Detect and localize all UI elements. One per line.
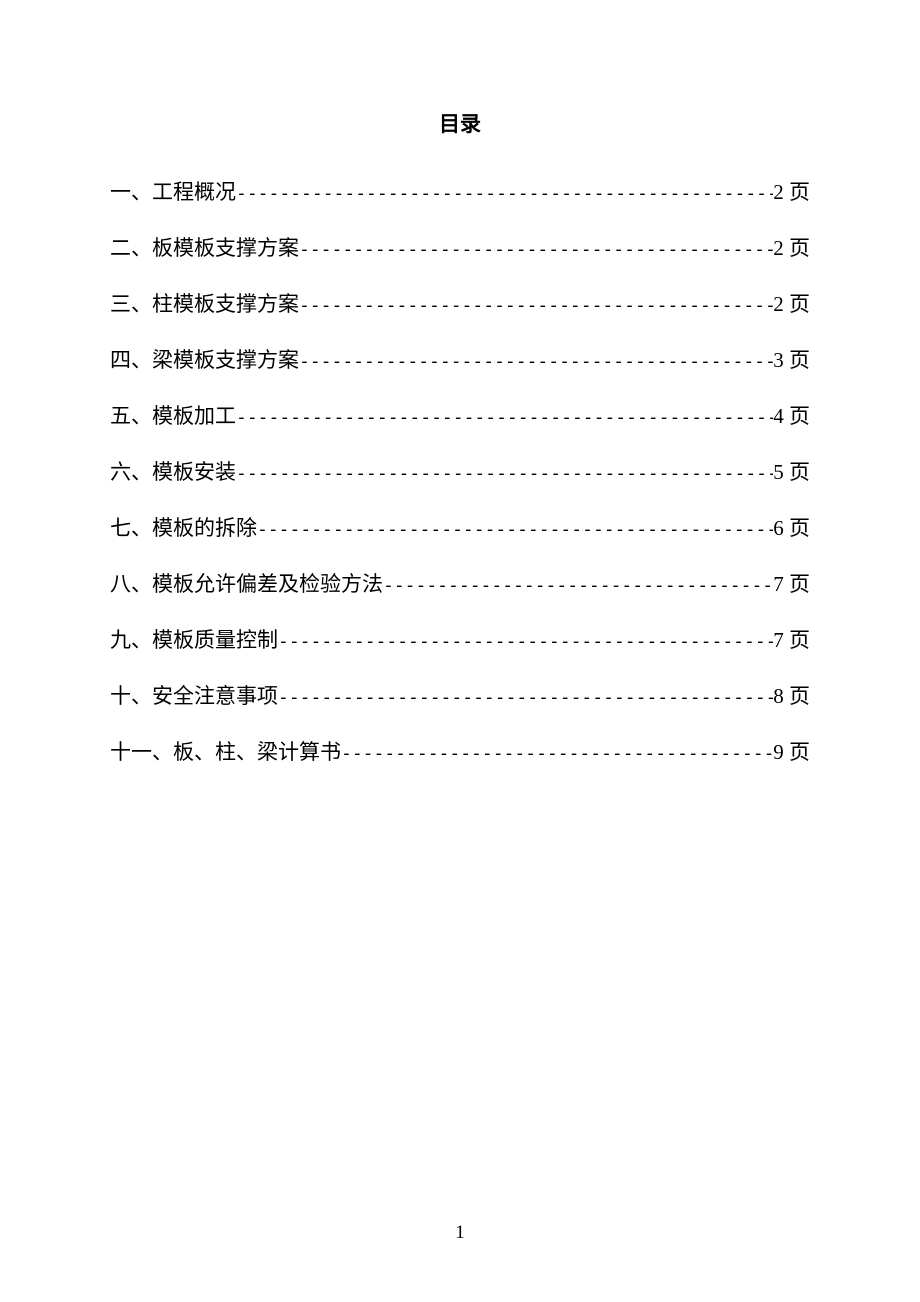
- toc-item-label: 六、模板安装: [110, 456, 236, 486]
- toc-item-label: 十、安全注意事项: [110, 680, 278, 710]
- toc-item: 一、工程概况 ---------------------------------…: [110, 176, 810, 206]
- page-number: 1: [0, 1222, 920, 1244]
- toc-item-label: 八、模板允许偏差及检验方法: [110, 568, 383, 598]
- toc-leader: ----------------------------------------…: [236, 183, 773, 204]
- toc-list: 一、工程概况 ---------------------------------…: [110, 176, 810, 766]
- toc-item-label: 七、模板的拆除: [110, 512, 257, 542]
- toc-item-label: 一、工程概况: [110, 176, 236, 206]
- toc-item: 六、模板安装 ---------------------------------…: [110, 456, 810, 486]
- toc-item-page: 4 页: [773, 400, 810, 430]
- toc-item-page: 6 页: [773, 512, 810, 542]
- toc-item: 四、梁模板支撑方案-------------------------------…: [110, 344, 810, 374]
- toc-item: 十、安全注意事项--------------------------------…: [110, 680, 810, 710]
- toc-leader: ----------------------------------------…: [299, 351, 773, 372]
- toc-item-page: 2 页: [773, 288, 810, 318]
- toc-item: 二、板模板支撑方案-------------------------------…: [110, 232, 810, 262]
- toc-item-page: 7 页: [773, 568, 810, 598]
- toc-item: 五、模板加工 ---------------------------------…: [110, 400, 810, 430]
- toc-item-page: 2 页: [773, 176, 810, 206]
- toc-item-label: 五、模板加工: [110, 400, 236, 430]
- toc-item-label: 三、柱模板支撑方案: [110, 288, 299, 318]
- toc-title: 目录: [110, 108, 810, 138]
- toc-item-label: 二、板模板支撑方案: [110, 232, 299, 262]
- toc-item-page: 7 页: [773, 624, 810, 654]
- toc-item-label: 九、模板质量控制: [110, 624, 278, 654]
- toc-item-page: 8 页: [773, 680, 810, 710]
- toc-leader: ----------------------------------------…: [299, 295, 773, 316]
- toc-leader: ----------------------------------------…: [236, 407, 773, 428]
- toc-item-page: 9 页: [773, 736, 810, 766]
- toc-item: 七、模板的拆除 --------------------------------…: [110, 512, 810, 542]
- toc-item-page: 5 页: [773, 456, 810, 486]
- toc-item: 九、模板质量控制--------------------------------…: [110, 624, 810, 654]
- toc-leader: ----------------------------------------…: [383, 575, 773, 596]
- toc-item: 八、模板允许偏差及检验方法---------------------------…: [110, 568, 810, 598]
- toc-leader: ----------------------------------------…: [278, 687, 773, 708]
- toc-leader: ----------------------------------------…: [278, 631, 773, 652]
- toc-item-label: 十一、板、柱、梁计算书: [110, 736, 341, 766]
- page-container: 目录 一、工程概况 ------------------------------…: [0, 0, 920, 832]
- toc-item-page: 3 页: [773, 344, 810, 374]
- toc-leader: ----------------------------------------…: [299, 239, 773, 260]
- toc-leader: ----------------------------------------…: [257, 519, 773, 540]
- toc-leader: ----------------------------------------…: [341, 743, 773, 764]
- toc-item-label: 四、梁模板支撑方案: [110, 344, 299, 374]
- toc-leader: ----------------------------------------…: [236, 463, 773, 484]
- toc-item: 三、柱模板支撑方案-------------------------------…: [110, 288, 810, 318]
- toc-item: 十一、板、柱、梁计算书-----------------------------…: [110, 736, 810, 766]
- toc-item-page: 2 页: [773, 232, 810, 262]
